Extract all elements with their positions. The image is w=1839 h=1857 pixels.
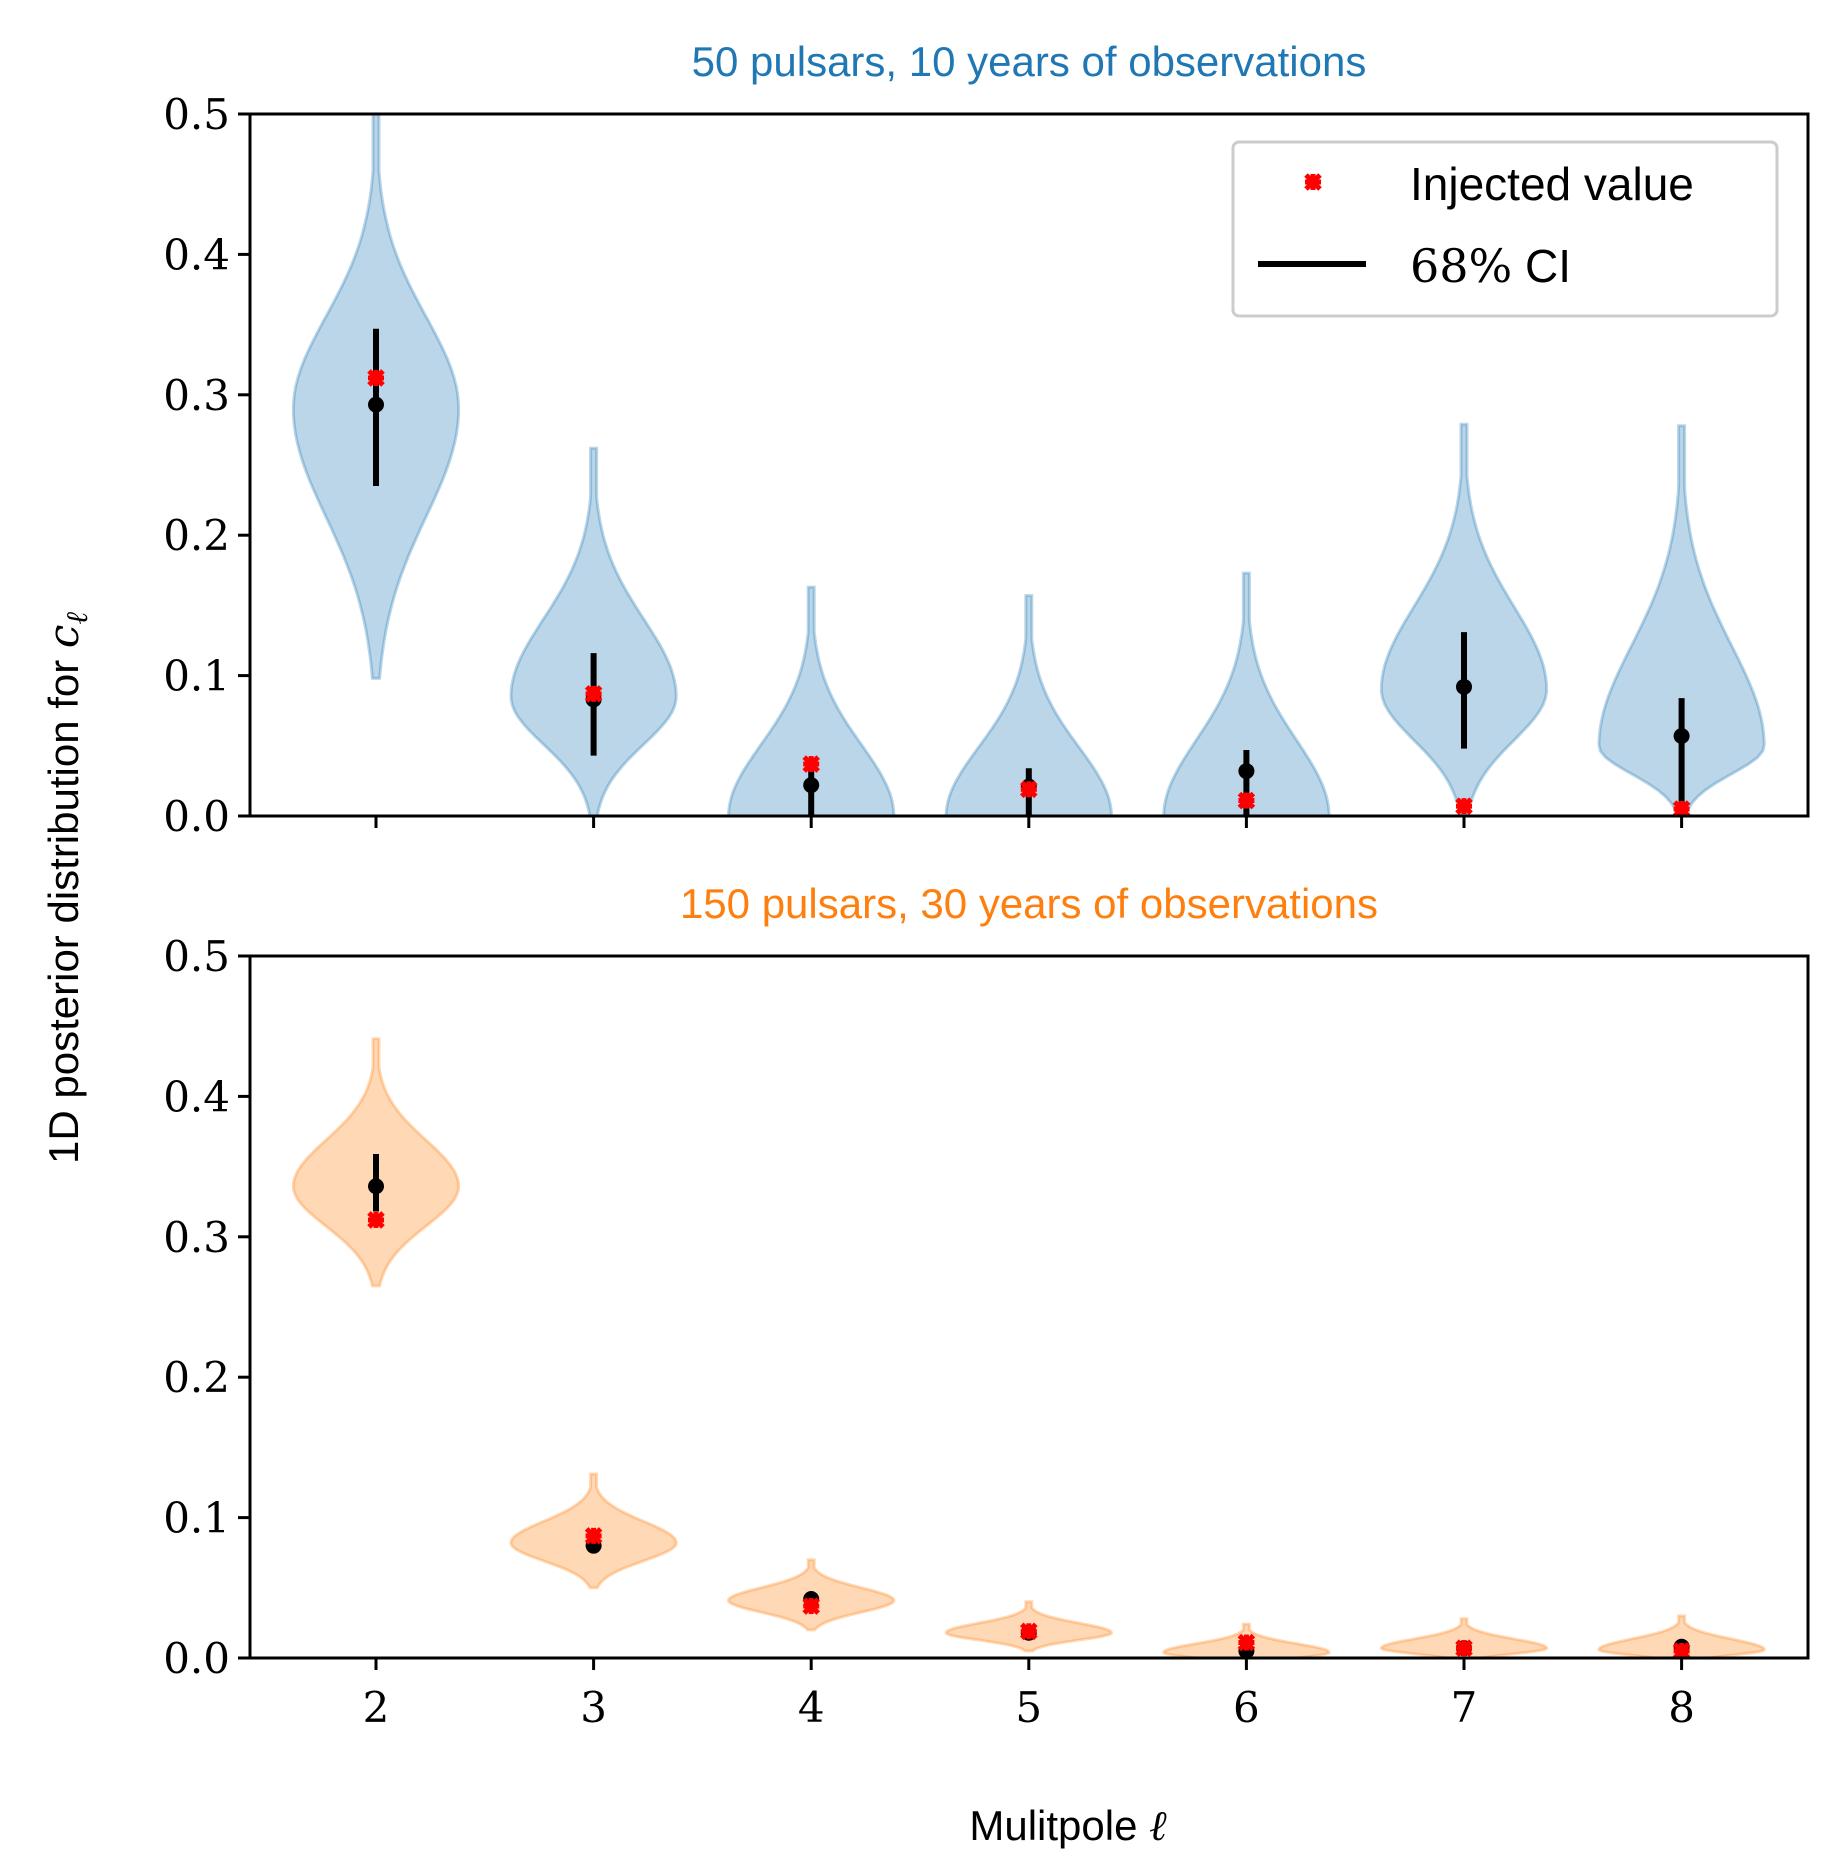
x-axis-label-symbol: ℓ [1149, 1801, 1167, 1850]
panel-1: 0.0 0.1 0.2 0.3 0.4 0.5 50 pulsars, 10 years o… [163, 38, 1810, 841]
y-tick-label: 0.5 [163, 90, 230, 139]
x-tick-label: 8 [1668, 1683, 1695, 1732]
violins [291, 112, 1766, 818]
violins [291, 1037, 1766, 1660]
injected-point-3 [584, 1527, 603, 1545]
median-point-7 [1456, 678, 1472, 695]
y-axis: 0.0 0.1 0.2 0.3 0.4 0.5 [163, 932, 250, 1683]
injected-point-8 [1672, 1642, 1691, 1660]
x-tick-label: 6 [1233, 1683, 1260, 1732]
median-point-8 [1673, 727, 1690, 744]
y-tick-label: 0.0 [163, 792, 230, 841]
violin-4 [726, 585, 896, 818]
injected-point-2 [367, 1211, 385, 1229]
panel-title: 150 pulsars, 30 years of observations [680, 880, 1378, 927]
x-tick-label: 5 [1015, 1683, 1042, 1732]
violin-6 [1162, 571, 1331, 818]
legend-ci-percent: 68% [1410, 239, 1512, 293]
injected-point-8 [1672, 800, 1691, 818]
axes-frame [248, 954, 1810, 1660]
median-point-2 [368, 396, 384, 413]
x-axis-label-text: Mulitpole [969, 1802, 1149, 1849]
y-tick-label: 0.1 [163, 652, 230, 701]
legend-box [1231, 140, 1779, 318]
x-axis-label: Mulitpole ℓ [969, 1801, 1167, 1850]
injected-point-4 [802, 755, 820, 773]
violin-8 [1597, 424, 1766, 818]
panel-2: 0.0 0.1 0.2 0.3 0.4 0.5 2 3 4 5 6 7 8 150 pulsars, 30… [163, 880, 1810, 1732]
injected-point-6 [1237, 791, 1256, 810]
y-tick-label: 0.2 [163, 1353, 230, 1402]
y-axis-label-subscript: ℓ [60, 612, 95, 625]
x-axis [374, 816, 1684, 828]
violin-7 [1379, 422, 1549, 818]
x-tick-label: 4 [798, 1683, 825, 1732]
violin-8 [1597, 1614, 1766, 1660]
injected-values [367, 1211, 1691, 1660]
median-point-6 [1238, 763, 1255, 780]
x-tick-label: 2 [363, 1683, 390, 1732]
x-axis: 2 3 4 5 6 7 8 [363, 1658, 1695, 1732]
violin-5 [944, 594, 1114, 818]
y-axis-label-symbol: c [39, 625, 88, 649]
median-point-4 [803, 777, 820, 794]
x-tick-label: 7 [1451, 1683, 1478, 1732]
y-tick-label: 0.0 [163, 1634, 230, 1683]
y-axis-label-text: 1D posterior distribution for [40, 648, 87, 1164]
x-tick-label: 3 [580, 1683, 607, 1732]
injected-point-5 [1020, 1622, 1038, 1641]
injected-point-5 [1020, 780, 1038, 799]
y-tick-label: 0.1 [163, 1494, 230, 1543]
legend-injected-marker [1304, 173, 1322, 191]
legend-ci-text: CI [1512, 240, 1571, 292]
y-axis: 0.0 0.1 0.2 0.3 0.4 0.5 [163, 90, 250, 841]
y-tick-label: 0.3 [163, 371, 230, 420]
y-tick-label: 0.4 [163, 1072, 230, 1121]
injected-point-7 [1455, 1639, 1473, 1657]
y-tick-label: 0.5 [163, 932, 230, 981]
legend-injected-label: Injected value [1410, 158, 1694, 210]
y-tick-label: 0.4 [163, 230, 230, 279]
legend: Injected value 68% CI [1231, 140, 1779, 318]
violin-7 [1379, 1617, 1549, 1660]
ci-bars [373, 1153, 1685, 1656]
injected-point-3 [584, 685, 603, 703]
injected-values [367, 369, 1691, 818]
medians [368, 1178, 1690, 1659]
panel-title: 50 pulsars, 10 years of observations [692, 38, 1367, 85]
legend-ci-label: 68% CI [1410, 239, 1571, 293]
median-point-2 [368, 1178, 384, 1195]
y-tick-label: 0.2 [163, 511, 230, 560]
violin-3 [509, 446, 678, 818]
injected-point-6 [1237, 1633, 1256, 1652]
y-tick-label: 0.3 [163, 1213, 230, 1262]
y-axis-label: 1D posterior distribution for cℓ [39, 612, 95, 1164]
injected-point-7 [1455, 797, 1473, 815]
injected-point-4 [802, 1597, 820, 1615]
injected-point-2 [367, 369, 385, 387]
